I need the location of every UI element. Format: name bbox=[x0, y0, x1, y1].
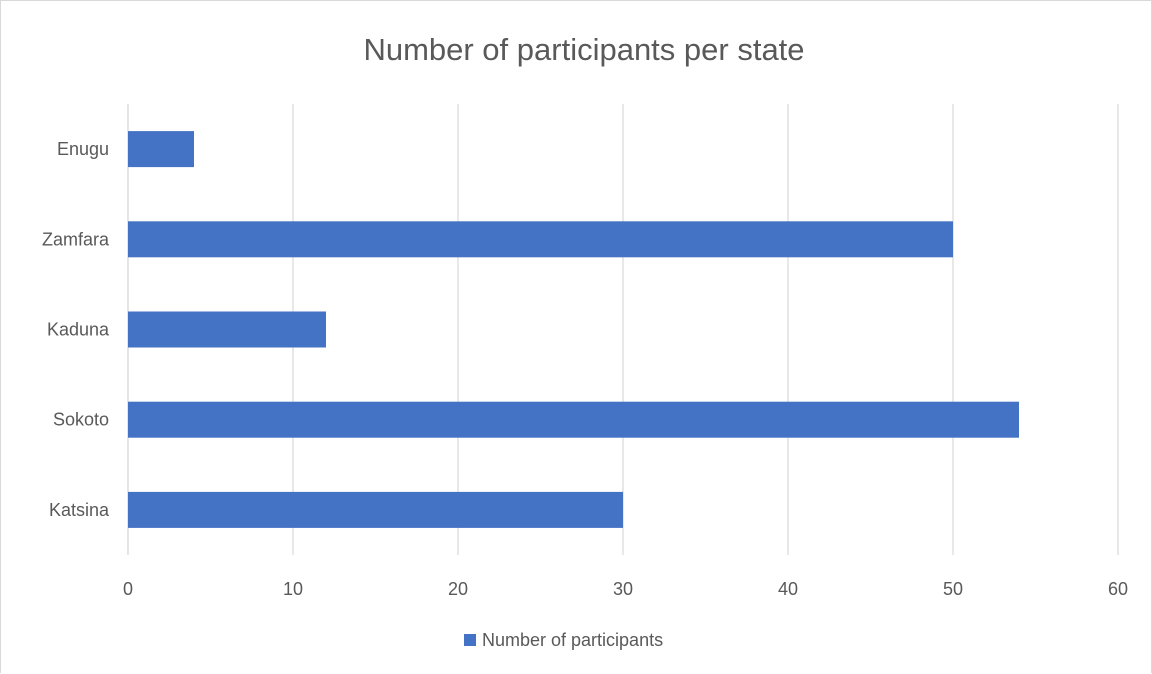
category-label-kaduna: Kaduna bbox=[47, 320, 110, 340]
x-tick-label-50: 50 bbox=[943, 579, 963, 599]
legend-label: Number of participants bbox=[482, 630, 663, 650]
chart-title: Number of participants per state bbox=[363, 32, 804, 67]
category-label-zamfara: Zamfara bbox=[42, 229, 110, 249]
category-label-katsina: Katsina bbox=[49, 500, 110, 520]
bar-sokoto bbox=[128, 401, 1019, 438]
bars bbox=[128, 131, 1019, 528]
bar-kaduna bbox=[128, 311, 326, 348]
x-tick-label-10: 10 bbox=[283, 579, 303, 599]
bar-enugu bbox=[128, 131, 194, 168]
category-label-enugu: Enugu bbox=[57, 139, 109, 159]
x-tick-labels: 0 10 20 30 40 50 60 bbox=[123, 579, 1128, 599]
legend-swatch bbox=[464, 634, 476, 646]
legend: Number of participants bbox=[464, 630, 663, 650]
x-tick-label-20: 20 bbox=[448, 579, 468, 599]
bar-katsina bbox=[128, 491, 623, 528]
x-tick-label-30: 30 bbox=[613, 579, 633, 599]
category-label-sokoto: Sokoto bbox=[53, 410, 109, 430]
x-tick-label-0: 0 bbox=[123, 579, 133, 599]
category-labels: Enugu Zamfara Kaduna Sokoto Katsina bbox=[42, 139, 110, 520]
gridlines bbox=[127, 104, 1119, 555]
x-tick-label-40: 40 bbox=[778, 579, 798, 599]
bar-zamfara bbox=[128, 221, 953, 258]
x-tick-label-60: 60 bbox=[1108, 579, 1128, 599]
